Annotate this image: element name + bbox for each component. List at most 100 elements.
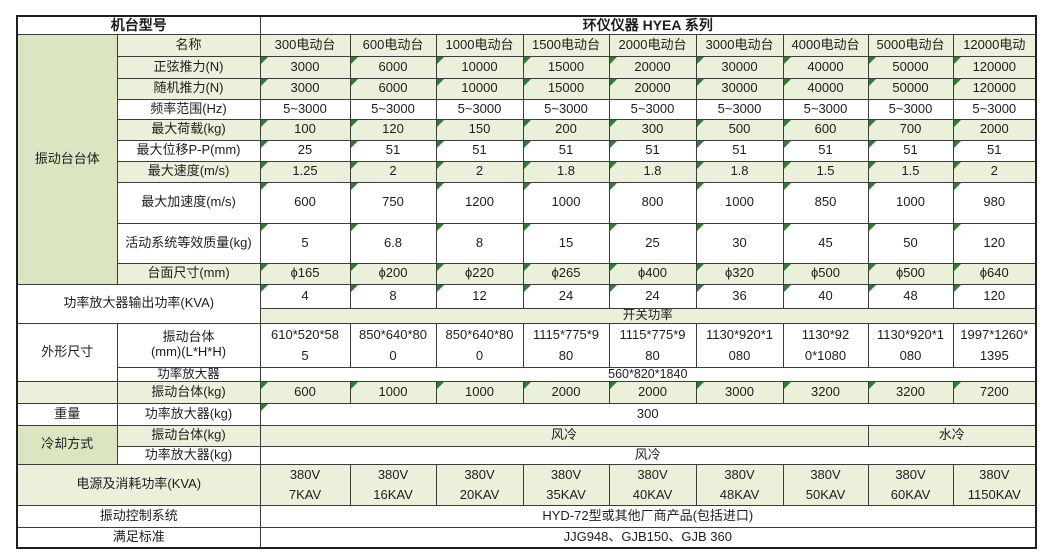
- group-cell-weight: 重量: [16, 402, 118, 426]
- value-cell: ϕ400: [608, 262, 697, 285]
- value-cell: 1000: [695, 181, 784, 224]
- error-flag-triangle-icon: [610, 141, 617, 148]
- value-cell: 600: [259, 380, 351, 404]
- value-cell: 15: [522, 222, 610, 264]
- error-flag-triangle-icon: [784, 79, 791, 86]
- error-flag-triangle-icon: [351, 224, 358, 231]
- model-header-cell: 1000电动台: [435, 33, 524, 57]
- value-cell: 120000: [952, 55, 1037, 79]
- row-label-cell: 功率放大器(kg): [116, 445, 261, 465]
- value-cell: 300: [608, 118, 697, 141]
- error-flag-triangle-icon: [261, 382, 268, 389]
- error-flag-triangle-icon: [869, 79, 876, 86]
- value-cell: 380V 35KAV: [522, 463, 610, 506]
- table-row: 冷却方式 振动台体(kg) 风冷 水冷: [16, 424, 1037, 465]
- error-flag-triangle-icon: [869, 120, 876, 127]
- value-cell: 5~3000: [349, 98, 437, 120]
- error-flag-triangle-icon: [524, 382, 531, 389]
- row-label-cell: 最大位移P-P(mm): [116, 139, 261, 162]
- value-cell: 1.5: [867, 160, 954, 183]
- table-row: 最大荷载(kg) 100 120 150 200 300 500 600 700…: [17, 118, 1037, 141]
- value-cell: ϕ640: [952, 262, 1037, 285]
- value-cell: ϕ500: [867, 262, 954, 285]
- value-cell: 120: [952, 283, 1037, 309]
- value-cell: 30: [695, 222, 784, 264]
- cooling-air-cell: 风冷: [259, 424, 869, 447]
- error-flag-triangle-icon: [784, 264, 791, 271]
- value-cell: 5~3000: [522, 98, 610, 120]
- table-row: 振动台台体 名称 300电动台 600电动台 1000电动台 1500电动台 2…: [16, 33, 1037, 285]
- error-flag-triangle-icon: [351, 79, 358, 86]
- error-flag-triangle-icon: [524, 79, 531, 86]
- error-flag-triangle-icon: [954, 183, 961, 190]
- value-cell: 36: [695, 283, 784, 309]
- value-cell: 25: [608, 222, 697, 264]
- value-cell: 1115*775*9 80: [608, 322, 697, 368]
- error-flag-triangle-icon: [697, 57, 704, 64]
- row-label-cell: 功率放大器输出功率(KVA): [16, 283, 261, 324]
- value-cell: 3200: [867, 380, 954, 404]
- value-cell: 2: [349, 160, 437, 183]
- value-cell: 380V 50KAV: [782, 463, 869, 506]
- value-cell: 1.8: [695, 160, 784, 183]
- value-cell: 380V 1150KAV: [952, 463, 1037, 506]
- table-row: 功率放大器输出功率(KVA) 4 8 12 24 24 36 40 48 120: [16, 283, 1037, 324]
- error-flag-triangle-icon: [351, 141, 358, 148]
- value-cell: 600: [259, 181, 351, 224]
- value-cell: 6000: [349, 77, 437, 100]
- error-flag-triangle-icon: [697, 120, 704, 127]
- value-cell: 51: [782, 139, 869, 162]
- row-label-cell: 振动台体 (mm)(L*H*H): [116, 322, 261, 368]
- model-header-cell: 1500电动台: [522, 33, 610, 57]
- error-flag-triangle-icon: [610, 57, 617, 64]
- error-flag-triangle-icon: [610, 162, 617, 169]
- value-cell: 40000: [782, 55, 869, 79]
- empty-group-cell: [16, 380, 118, 404]
- value-cell: 120000: [952, 77, 1037, 100]
- error-flag-triangle-icon: [351, 382, 358, 389]
- value-cell: 1200: [435, 181, 524, 224]
- value-cell: 7200: [952, 380, 1037, 404]
- error-flag-triangle-icon: [869, 264, 876, 271]
- value-cell: 1115*775*9 80: [522, 322, 610, 368]
- table-row: 重量 功率放大器(kg) 300: [16, 402, 1037, 426]
- table-row: 活动系统等效质量(kg) 5 6.8 8 15 25 30 45 50 120: [17, 222, 1037, 264]
- table-row: 开关功率: [17, 307, 1037, 324]
- value-cell: 5~3000: [608, 98, 697, 120]
- value-cell: 45: [782, 222, 869, 264]
- error-flag-triangle-icon: [610, 183, 617, 190]
- error-flag-triangle-icon: [610, 79, 617, 86]
- value-cell: 1000: [435, 380, 524, 404]
- row-label-cell: 功率放大器: [116, 366, 261, 382]
- value-cell: 850: [782, 181, 869, 224]
- value-cell: 8: [349, 283, 437, 309]
- error-flag-triangle-icon: [524, 162, 531, 169]
- error-flag-triangle-icon: [954, 120, 961, 127]
- value-cell: 48: [867, 283, 954, 309]
- table-row: 随机推力(N) 3000 6000 10000 15000 20000 3000…: [17, 77, 1037, 100]
- error-flag-triangle-icon: [697, 79, 704, 86]
- error-flag-triangle-icon: [697, 285, 704, 292]
- value-cell: 850*640*80 0: [349, 322, 437, 368]
- model-type-title: 机台型号: [16, 15, 261, 35]
- value-cell: 120: [952, 222, 1037, 264]
- value-cell: 3200: [782, 380, 869, 404]
- value-cell: 10000: [435, 77, 524, 100]
- value-cell: 51: [952, 139, 1037, 162]
- value-cell: 40: [782, 283, 869, 309]
- table-row: 台面尺寸(mm) ϕ165 ϕ200 ϕ220 ϕ265 ϕ400 ϕ320 ϕ…: [17, 262, 1037, 285]
- row-label-cell: 最大速度(m/s): [116, 160, 261, 183]
- error-flag-triangle-icon: [784, 285, 791, 292]
- row-label-cell: 最大加速度(m/s): [116, 181, 261, 224]
- group-cell-dimensions: 外形尺寸: [16, 322, 118, 382]
- value-cell: 300: [259, 402, 1037, 426]
- error-flag-triangle-icon: [954, 285, 961, 292]
- value-cell: 15000: [522, 77, 610, 100]
- table-row: 满足标准 JJG948、GJB150、GJB 360: [16, 526, 1037, 549]
- error-flag-triangle-icon: [697, 162, 704, 169]
- error-flag-triangle-icon: [261, 224, 268, 231]
- error-flag-triangle-icon: [610, 120, 617, 127]
- row-label-cell: 随机推力(N): [116, 77, 261, 100]
- value-cell: 380V 48KAV: [695, 463, 784, 506]
